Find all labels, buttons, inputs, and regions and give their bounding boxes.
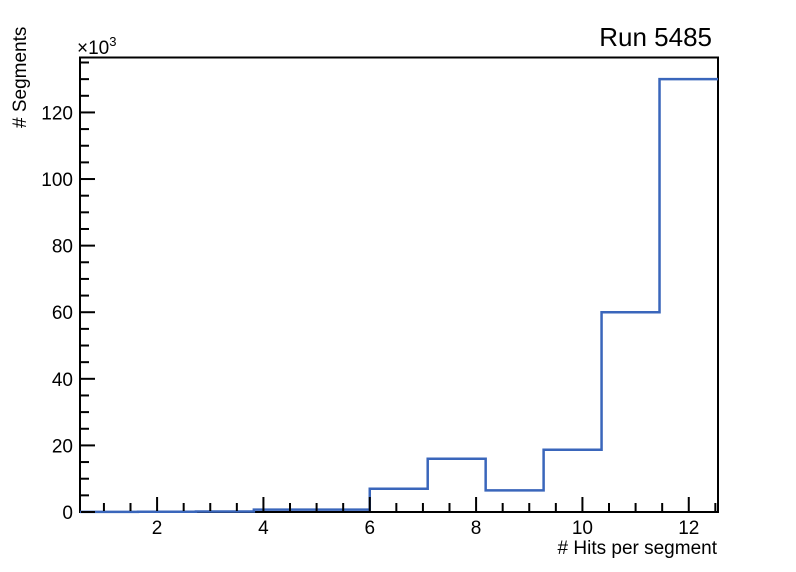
- x-tick-label: 6: [364, 518, 375, 539]
- x-axis-title: # Hits per segment: [558, 538, 718, 559]
- plot-frame: [79, 56, 719, 513]
- y-tick-label: 80: [52, 237, 73, 258]
- y-tick-label: 60: [52, 303, 73, 324]
- x-tick-label: 8: [471, 518, 482, 539]
- plot-title: Run 5485: [599, 22, 712, 52]
- y-axis-exponent-label: ×103: [77, 34, 116, 59]
- y-axis-exponent-power: 3: [109, 34, 116, 49]
- axis-ticks: [81, 61, 717, 513]
- y-tick-label: 120: [41, 103, 73, 124]
- y-tick-label: 40: [52, 370, 73, 391]
- frame-rect: [79, 56, 719, 513]
- y-tick-label: 0: [62, 503, 73, 524]
- histogram-step-line: [80, 77, 718, 514]
- y-tick-label: 100: [41, 170, 73, 191]
- y-axis-title: # Segments: [10, 27, 31, 128]
- x-tick-label: 2: [152, 518, 163, 539]
- x-tick-label: 4: [258, 518, 269, 539]
- x-tick-label: 12: [678, 518, 699, 539]
- histogram-series: [80, 77, 718, 514]
- x-tick-label: 10: [572, 518, 593, 539]
- y-axis-exponent-base: ×10: [77, 38, 109, 59]
- y-tick-label: 20: [52, 436, 73, 457]
